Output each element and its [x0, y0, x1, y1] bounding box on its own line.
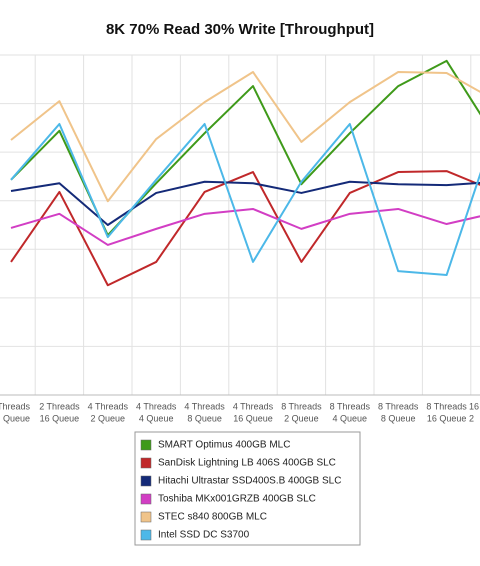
x-tick-label: 8 Queue: [381, 413, 416, 423]
series-line: [10, 207, 480, 246]
legend-swatch: [140, 439, 152, 451]
series-line: [10, 180, 480, 226]
legend-swatch: [140, 493, 152, 505]
x-tick-label: Threads: [0, 401, 30, 411]
legend-label: Hitachi Ultrastar SSD400S.B 400GB SLC: [158, 476, 341, 487]
x-tick-label: 4 Threads: [233, 401, 274, 411]
legend-label: Intel SSD DC S3700: [158, 530, 250, 541]
chart-title: 8K 70% Read 30% Write [Throughput]: [106, 21, 374, 38]
x-tick-label: 16 Queue: [40, 413, 80, 423]
series-line: [10, 122, 480, 277]
series-line: [10, 71, 480, 203]
x-tick-label: 4 Threads: [88, 401, 129, 411]
x-tick-label: 16: [469, 401, 479, 411]
x-tick-label: 8 Threads: [281, 401, 322, 411]
x-tick-label: 2: [469, 413, 474, 423]
x-tick-label: 2 Queue: [91, 413, 126, 423]
x-tick-label: 2 Threads: [39, 401, 80, 411]
legend-swatch: [140, 511, 152, 523]
x-tick-label: 4 Threads: [136, 401, 177, 411]
legend-label: SanDisk Lightning LB 406S 400GB SLC: [158, 458, 336, 469]
legend-label: STEC s840 800GB MLC: [158, 512, 267, 523]
legend-label: Toshiba MKx001GRZB 400GB SLC: [158, 494, 316, 505]
x-tick-label: 4 Threads: [184, 401, 225, 411]
x-tick-label: 8 Queue: [187, 413, 222, 423]
x-tick-label: 4 Queue: [139, 413, 174, 423]
x-tick-label: 16 Queue: [427, 413, 467, 423]
x-tick-label: 16 Queue: [233, 413, 273, 423]
x-tick-label: 4 Queue: [333, 413, 368, 423]
x-tick-label: 8 Threads: [378, 401, 419, 411]
vertical-grid: [34, 55, 472, 395]
x-tick-label: 8 Threads: [426, 401, 467, 411]
series-line: [10, 170, 480, 287]
legend: [134, 431, 361, 546]
legend-swatch: [140, 529, 152, 541]
x-tick-label: Queue: [3, 413, 30, 423]
legend-swatch: [140, 457, 152, 469]
legend-swatch: [140, 475, 152, 487]
x-tick-label: 8 Threads: [330, 401, 371, 411]
legend-label: SMART Optimus 400GB MLC: [158, 440, 290, 451]
x-tick-label: 2 Queue: [284, 413, 319, 423]
